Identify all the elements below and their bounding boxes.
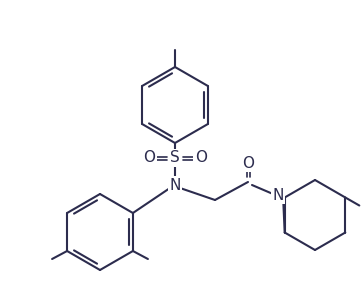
- Text: O: O: [195, 151, 207, 165]
- Text: O: O: [242, 155, 254, 171]
- Text: N: N: [272, 188, 284, 202]
- Text: S: S: [170, 151, 180, 165]
- Text: O: O: [143, 151, 155, 165]
- Text: N: N: [169, 178, 181, 192]
